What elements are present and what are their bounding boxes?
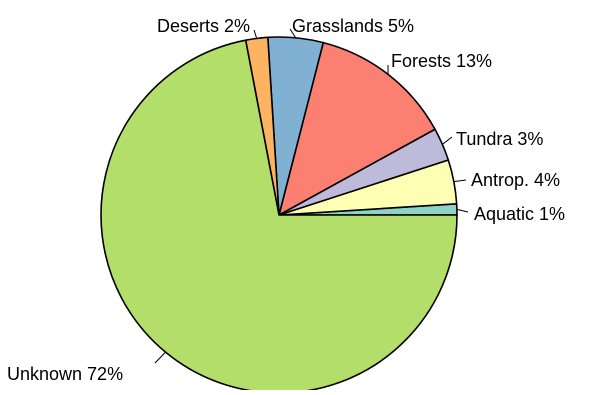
leader-line-unknown [155,352,166,363]
leader-line-aquatic [457,209,468,212]
pie-slices [101,37,457,390]
slice-label-deserts: Deserts 2% [157,16,250,36]
leader-line-deserts [254,30,257,38]
slice-label-antrop: Antrop. 4% [471,170,560,190]
slice-label-forests: Forests 13% [391,51,492,71]
slice-label-aquatic: Aquatic 1% [474,204,565,224]
slice-label-unknown: Unknown 72% [7,364,123,384]
slice-label-grasslands: Grasslands 5% [292,16,414,36]
leader-line-antrop [454,180,466,182]
slice-label-tundra: Tundra 3% [456,129,543,149]
leader-line-tundra [442,137,452,144]
